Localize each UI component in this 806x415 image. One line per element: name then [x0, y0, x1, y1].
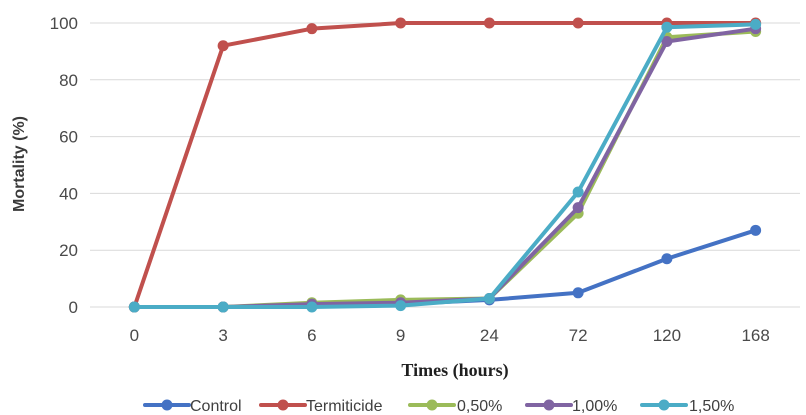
- y-axis-ticks: 0 20 40 60 80 100: [50, 14, 78, 317]
- data-point: [483, 292, 495, 304]
- x-tick-label: 3: [218, 326, 227, 345]
- legend-item: 0,50%: [408, 398, 502, 415]
- legend-item: Control: [143, 398, 242, 415]
- y-tick-label: 80: [59, 71, 78, 90]
- x-tick-label: 168: [741, 326, 769, 345]
- legend-swatch-marker: [658, 399, 670, 411]
- gridlines: [90, 22, 800, 308]
- data-point: [750, 224, 762, 236]
- legend-label: Termiticide: [306, 398, 383, 415]
- data-point: [572, 287, 584, 299]
- legend-swatch-marker: [277, 399, 289, 411]
- data-point: [750, 18, 762, 30]
- series-1: [128, 17, 762, 313]
- data-point: [395, 300, 407, 312]
- x-tick-label: 6: [307, 326, 316, 345]
- data-point: [572, 202, 584, 214]
- series-3: [128, 23, 762, 313]
- x-tick-label: 24: [480, 326, 499, 345]
- y-tick-label: 100: [50, 14, 78, 33]
- series-lines: [128, 17, 762, 313]
- legend-item: 1,00%: [525, 398, 617, 415]
- data-point: [572, 17, 584, 29]
- series-line: [132, 21, 758, 309]
- legend-label: 0,50%: [457, 398, 502, 415]
- legend-label: 1,50%: [689, 398, 734, 415]
- legend: Control Termiticide 0,50% 1,00% 1,50%: [143, 398, 734, 415]
- data-point: [483, 17, 495, 29]
- legend-swatch-marker: [543, 399, 555, 411]
- data-point: [395, 17, 407, 29]
- data-point: [661, 253, 673, 265]
- legend-item: 1,50%: [640, 398, 734, 415]
- y-tick-label: 20: [59, 241, 78, 260]
- x-tick-label: 72: [569, 326, 588, 345]
- data-point: [661, 21, 673, 33]
- data-point: [572, 186, 584, 198]
- series-line: [132, 22, 758, 309]
- series-4: [128, 18, 762, 313]
- y-tick-label: 0: [69, 298, 78, 317]
- series-line: [132, 26, 758, 309]
- data-point: [306, 301, 318, 313]
- x-tick-label: 0: [130, 326, 139, 345]
- data-point: [217, 301, 229, 313]
- legend-label: 1,00%: [572, 398, 617, 415]
- legend-label: Control: [190, 398, 242, 415]
- data-point: [306, 23, 318, 35]
- data-point: [661, 35, 673, 47]
- x-axis-title: Times (hours): [401, 360, 508, 381]
- data-point: [128, 301, 140, 313]
- series-line: [132, 29, 758, 309]
- legend-item: Termiticide: [259, 398, 383, 415]
- y-tick-label: 60: [59, 128, 78, 147]
- x-tick-label: 9: [396, 326, 405, 345]
- y-axis-title: Mortality (%): [11, 116, 28, 212]
- x-axis-ticks: 0 3 6 9 24 72 120 168: [130, 326, 770, 345]
- data-point: [217, 40, 229, 52]
- legend-swatch-marker: [426, 399, 438, 411]
- y-tick-label: 40: [59, 184, 78, 203]
- legend-swatch-marker: [161, 399, 173, 411]
- series-2: [128, 26, 762, 313]
- series-line: [132, 228, 758, 309]
- x-tick-label: 120: [653, 326, 681, 345]
